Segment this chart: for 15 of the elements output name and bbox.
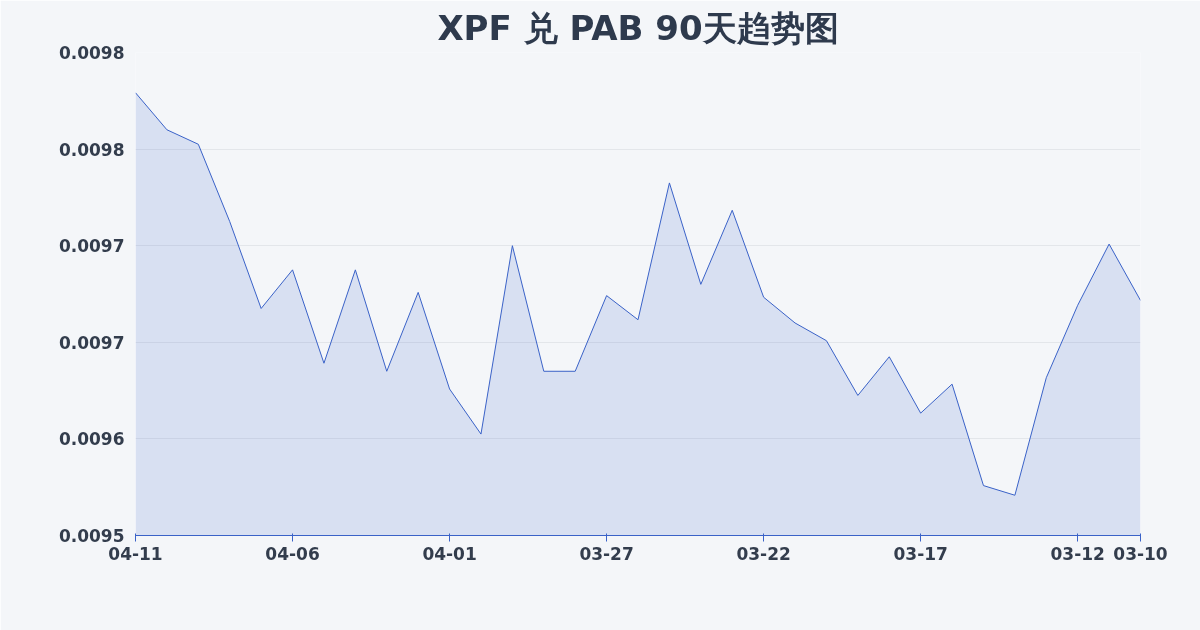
y-tick-label: 0.0096 [58, 429, 125, 450]
x-tick-label: 03-12 [1050, 543, 1105, 564]
x-tick-label: 04-06 [265, 543, 320, 564]
y-tick-label: 0.0098 [58, 43, 125, 63]
x-tick-label: 04-11 [108, 543, 163, 564]
y-tick-label: 0.0098 [58, 139, 125, 160]
y-tick-label: 0.0097 [58, 332, 125, 353]
x-tick-label: 03-10 [1113, 543, 1168, 564]
chart-title: XPF 兑 PAB 90天趋势图 [437, 7, 839, 48]
y-tick-label: 0.0095 [58, 526, 125, 546]
x-tick-label: 03-27 [579, 543, 634, 564]
y-tick-label: 0.0097 [58, 236, 125, 257]
x-tick-label: 03-17 [893, 543, 948, 564]
x-tick-label: 03-22 [736, 543, 791, 564]
x-tick-label: 04-01 [422, 543, 477, 564]
